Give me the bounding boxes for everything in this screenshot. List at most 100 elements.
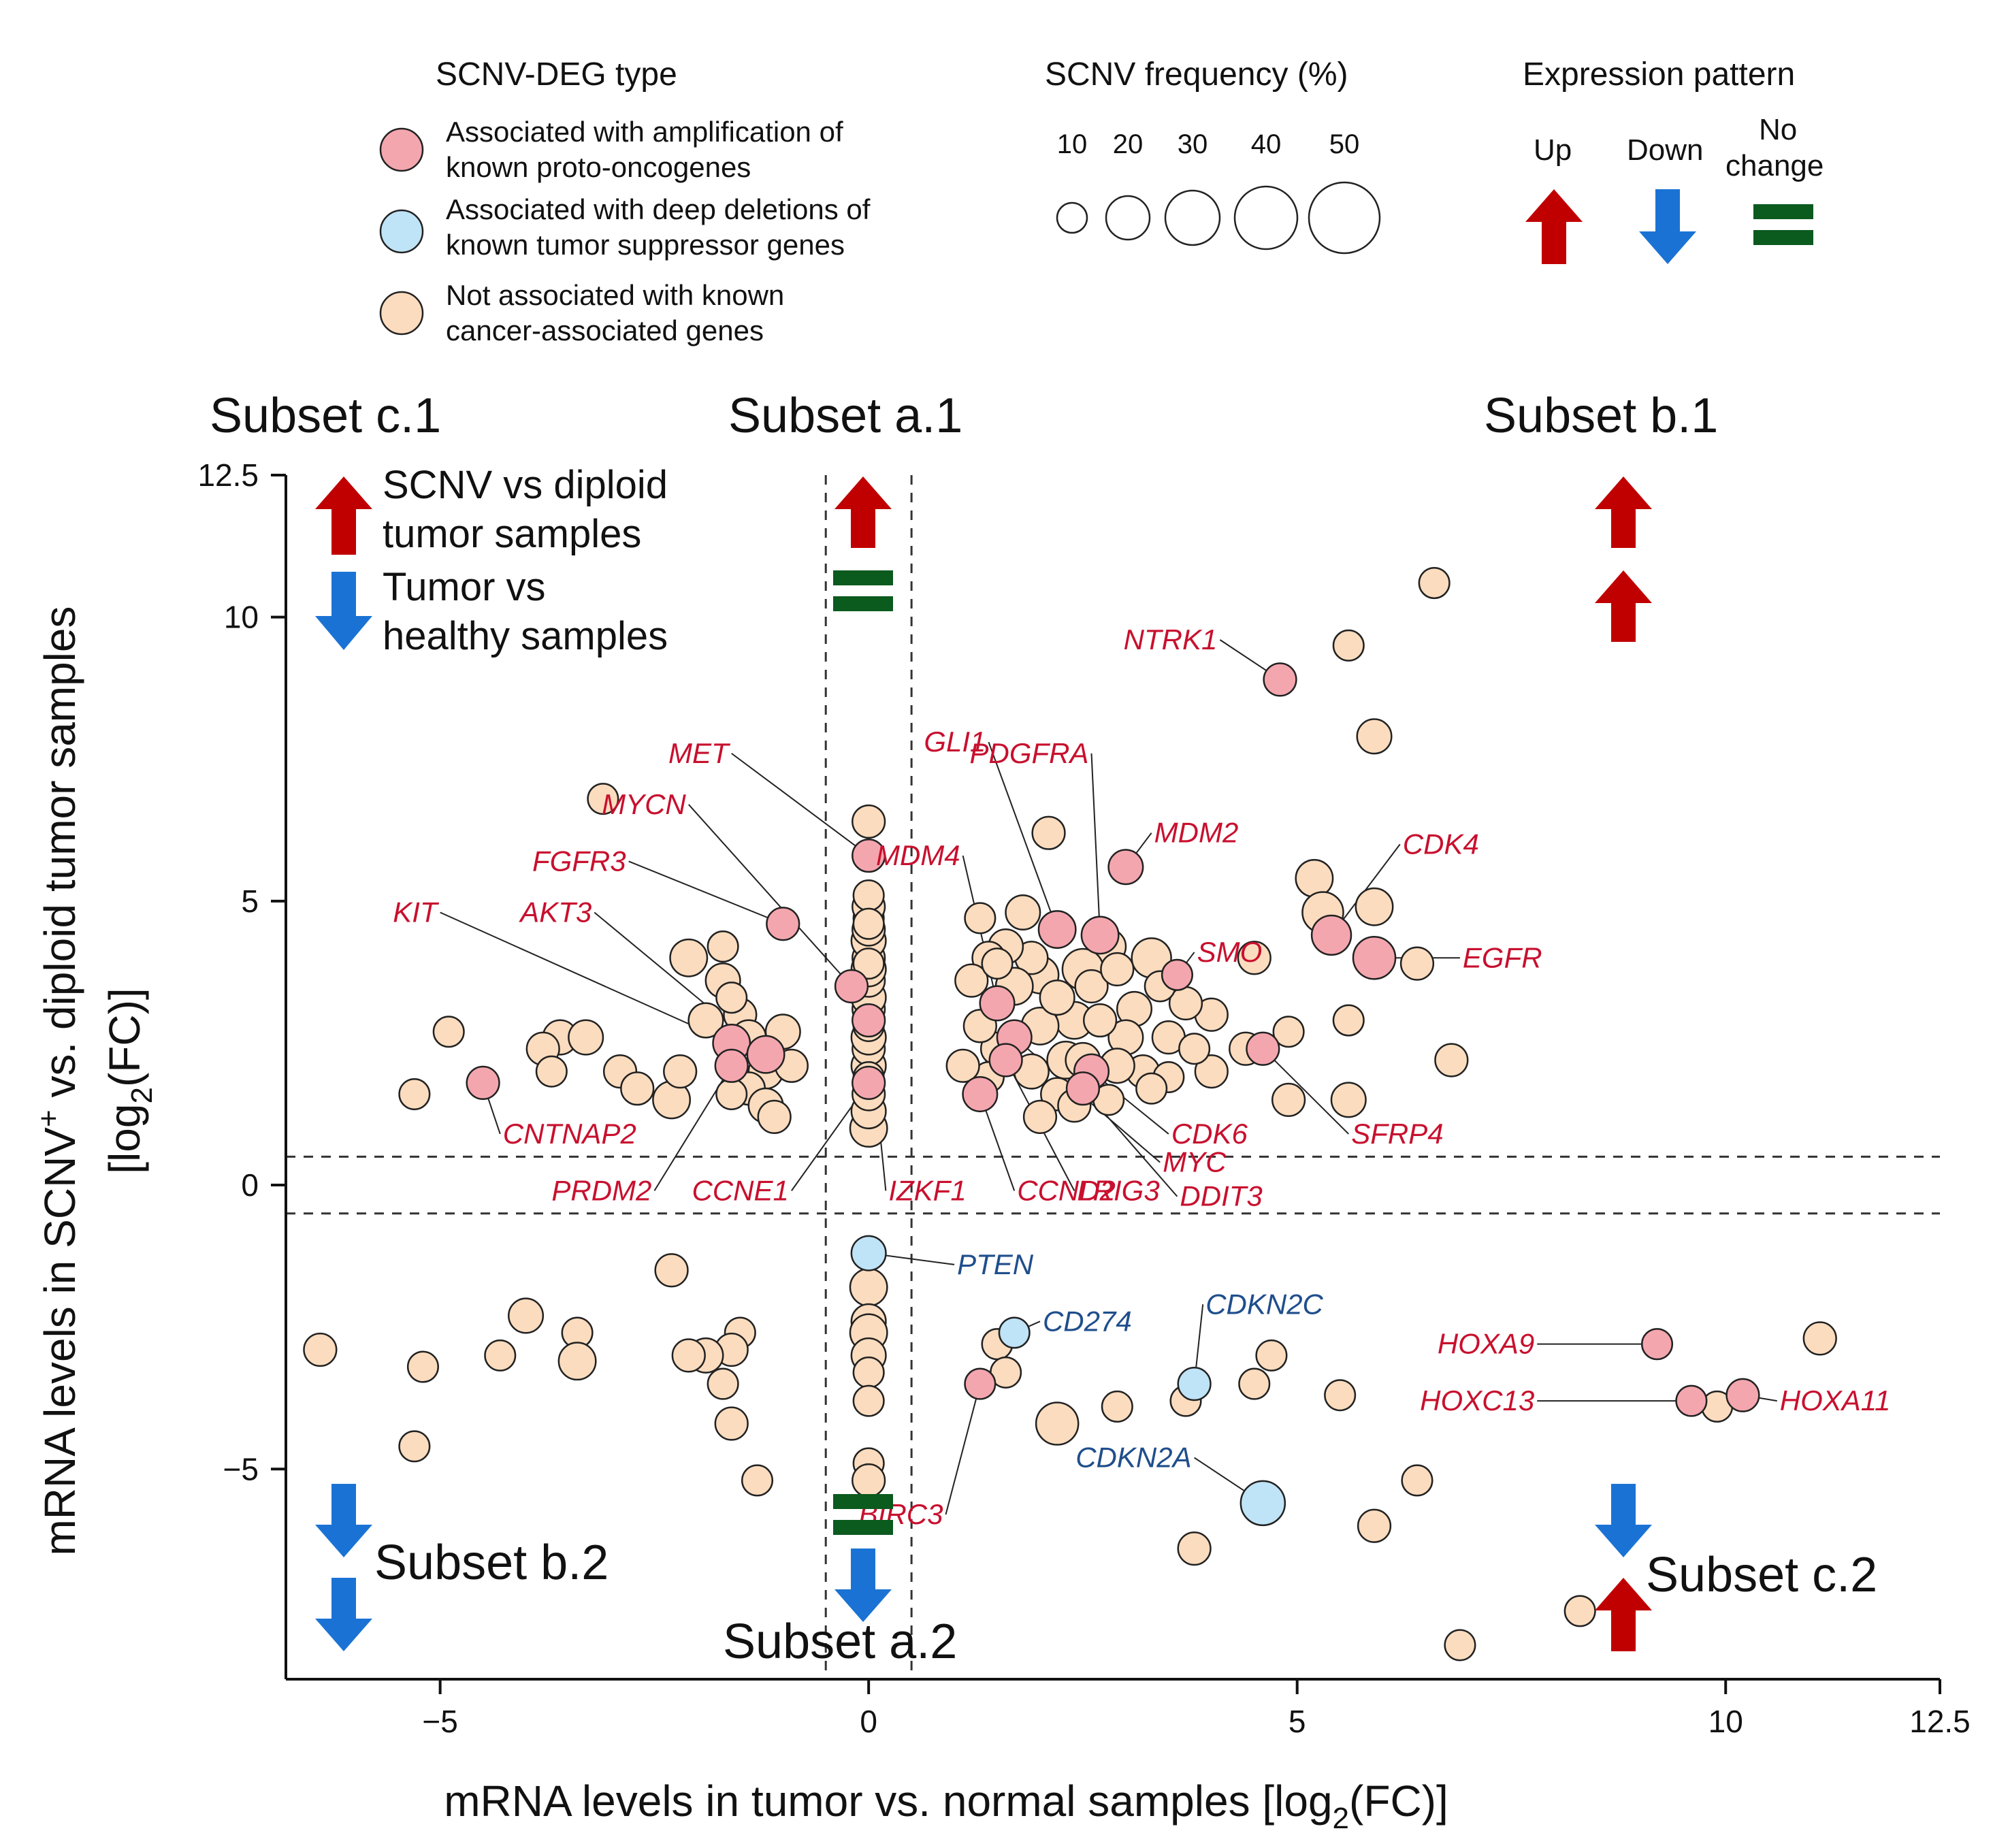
subset-a1-nochange-icon <box>833 570 893 611</box>
point-other-45 <box>1083 1003 1118 1038</box>
y-axis-title-line2-sub: 2 <box>125 1087 159 1103</box>
leader-GLI1 <box>988 741 1058 930</box>
point-other-2 <box>1356 718 1393 755</box>
point-other-108 <box>1101 1390 1133 1423</box>
gene-label-SMO: SMO <box>1197 936 1263 968</box>
subset-a1-label: Subset a.1 <box>728 389 962 443</box>
freq-legend-circle-50 <box>1308 181 1381 255</box>
point-other-50 <box>1039 979 1075 1016</box>
point-CDKN2A <box>1239 1480 1286 1527</box>
threshold-lines <box>286 475 1940 1679</box>
point-other-55 <box>1135 1072 1168 1105</box>
subset-c2-up-arrow-icon <box>1595 1578 1652 1651</box>
point-IZKF1 <box>852 1003 886 1038</box>
gene-label-CD274: CD274 <box>1043 1305 1132 1337</box>
x-axis-title: mRNA levels in tumor vs. normal samples … <box>444 1777 1448 1835</box>
gene-label-CCND2: CCND2 <box>1017 1174 1116 1206</box>
gene-label-MET: MET <box>668 737 731 769</box>
point-other-33 <box>1005 894 1041 931</box>
legend-down-arrow-icon <box>1639 189 1696 264</box>
freq-legend-circle-30 <box>1164 189 1221 246</box>
gene-label-EGFR: EGFR <box>1463 941 1542 973</box>
point-other-49 <box>945 1048 980 1083</box>
point-HOXC13 <box>1675 1384 1708 1417</box>
y-tick-label-0: 0 <box>241 1167 259 1203</box>
point-other-80 <box>432 1016 465 1048</box>
point-other-63 <box>620 1071 655 1106</box>
subset-a2-down-arrow-icon <box>835 1549 892 1622</box>
point-other-113 <box>1324 1379 1357 1412</box>
point-other-107 <box>1035 1401 1080 1446</box>
point-other-87 <box>671 1338 706 1373</box>
point-other-1 <box>1332 629 1365 662</box>
gene-label-SFRP4: SFRP4 <box>1351 1118 1443 1150</box>
y-axis-title-line1: mRNA levels in SCNV+ vs. diploid tumor s… <box>32 606 84 1555</box>
point-PRDM2 <box>714 1048 749 1083</box>
legend-expr-up-label: Up <box>1534 133 1572 167</box>
y-axis-title-line2-a: [log <box>100 1104 149 1174</box>
point-other-56 <box>1100 952 1135 987</box>
x-tick-label-−5: −5 <box>422 1704 457 1739</box>
point-other-120 <box>1444 1629 1476 1661</box>
freq-legend-label-40: 40 <box>1251 129 1282 159</box>
point-other-3 <box>587 783 619 815</box>
point-other-8 <box>1355 887 1394 926</box>
point-other-91 <box>557 1342 597 1381</box>
point-other-13 <box>1271 1082 1306 1117</box>
freq-legend-label-50: 50 <box>1329 129 1360 159</box>
gene-label-FGFR3: FGFR3 <box>532 845 626 877</box>
subset-b2-label: Subset b.2 <box>374 1536 609 1590</box>
point-CCND2 <box>962 1076 999 1113</box>
gene-label-HOXA9: HOXA9 <box>1438 1328 1534 1360</box>
point-other-9 <box>1399 946 1435 981</box>
inset-up-line1: SCNV vs diploid <box>383 463 668 507</box>
point-other-102 <box>852 1384 885 1417</box>
leader-BIRC3 <box>945 1383 981 1515</box>
gene-label-CDK6: CDK6 <box>1171 1118 1248 1150</box>
subset-a2-nochange-icon <box>833 1494 893 1535</box>
legend-tsg-line2: known tumor suppressor genes <box>446 229 845 261</box>
freq-legend-label-10: 10 <box>1057 129 1088 159</box>
y-tick-label-−5: −5 <box>223 1451 259 1487</box>
point-MDM2 <box>1107 849 1144 886</box>
point-EGFR <box>1352 935 1397 980</box>
inset-up-arrow-icon <box>315 476 372 555</box>
point-other-17 <box>1194 1054 1229 1089</box>
point-other-86 <box>707 1367 739 1400</box>
point-other-11 <box>1332 1004 1365 1037</box>
gene-label-LRIG3: LRIG3 <box>1077 1174 1159 1206</box>
gene-label-CDKN2A: CDKN2A <box>1075 1442 1191 1474</box>
gene-label-NTRK1: NTRK1 <box>1124 623 1218 655</box>
point-other-4 <box>852 804 886 839</box>
inset-down-line2: healthy samples <box>383 614 668 658</box>
point-other-65 <box>663 1054 698 1089</box>
inset-down-line1: Tumor vs <box>383 565 546 609</box>
point-CNTNAP2 <box>466 1065 500 1100</box>
gene-label-MDM4: MDM4 <box>876 839 960 871</box>
y-tick-label-12.5: 12.5 <box>197 457 259 493</box>
point-other-89 <box>741 1464 774 1497</box>
point-other-69 <box>687 1002 724 1039</box>
point-other-14 <box>1272 1016 1305 1048</box>
point-other-37 <box>964 902 997 935</box>
subset-c1-label: Subset c.1 <box>210 389 441 443</box>
subset-b2-down-arrow-icon-2 <box>315 1578 372 1651</box>
point-other-116 <box>1563 1595 1596 1627</box>
legend-onc-line1: Associated with amplification of <box>446 116 843 148</box>
point-other-119 <box>1802 1321 1837 1356</box>
x-axis-title-sub: 2 <box>1333 1802 1349 1835</box>
point-other-68 <box>707 930 739 963</box>
x-tick-label-12.5: 12.5 <box>1909 1704 1971 1739</box>
y-axis-title: mRNA levels in SCNV+ vs. diploid tumor s… <box>32 606 159 1555</box>
point-other-92 <box>508 1297 545 1334</box>
point-SFRP4 <box>1246 1031 1280 1066</box>
legend-tsg-line1: Associated with deep deletions of <box>446 193 871 225</box>
point-MDM4 <box>979 985 1016 1022</box>
legend: SCNV-DEG type Associated with amplificat… <box>379 56 1824 346</box>
point-other-61 <box>535 1055 568 1088</box>
point-other-101 <box>852 1356 885 1389</box>
subset-b1-up-arrow-icon-1 <box>1595 476 1652 548</box>
gene-label-MYC: MYC <box>1163 1146 1227 1178</box>
point-other-111 <box>1238 1367 1271 1400</box>
freq-legend-label-30: 30 <box>1178 129 1208 159</box>
